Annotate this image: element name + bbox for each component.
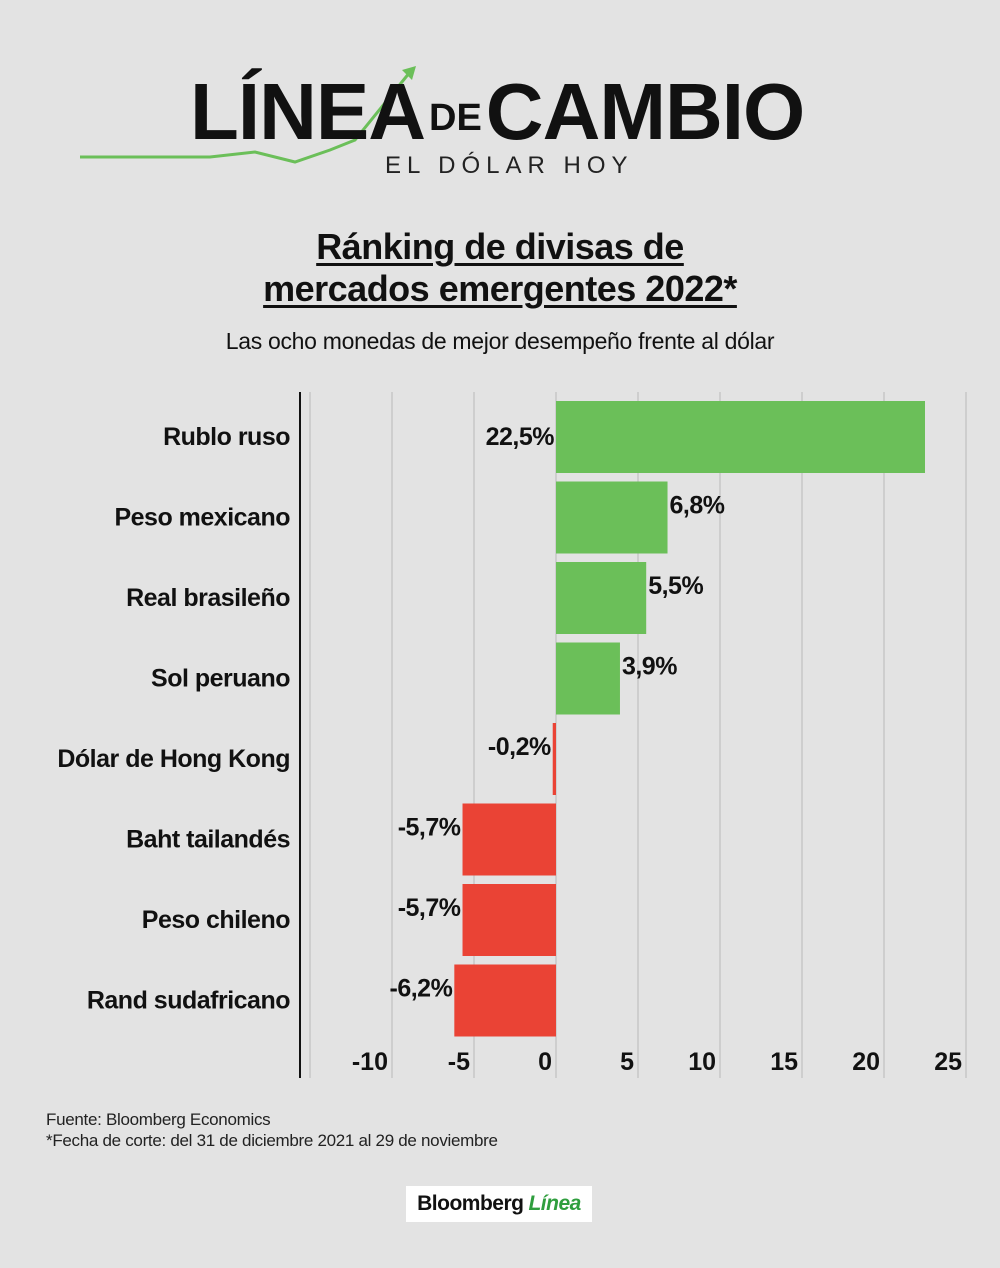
category-label: Rand sudafricano	[87, 987, 290, 1015]
brand-title: LÍNEA DECAMBIO	[190, 72, 805, 152]
x-axis-ticks: -10 -5 0 5 10 15 20 25	[352, 1048, 962, 1076]
x-tick-label: 5	[620, 1048, 634, 1076]
x-tick-label: 25	[934, 1048, 962, 1076]
value-label: -0,2%	[488, 733, 551, 761]
value-label: 6,8%	[670, 492, 725, 520]
bar	[556, 481, 668, 554]
bar	[462, 803, 556, 876]
category-label: Rublo ruso	[163, 423, 290, 451]
category-label: Peso chileno	[142, 906, 290, 934]
logo-name: Bloomberg	[417, 1192, 524, 1215]
brand-subtitle: EL DÓLAR HOY	[385, 152, 634, 179]
x-tick-label: -5	[448, 1048, 470, 1076]
value-label: -5,7%	[398, 894, 461, 922]
bar	[556, 642, 620, 715]
chart-subtitle: Las ocho monedas de mejor desempeño fren…	[225, 328, 775, 354]
x-tick-label: -10	[352, 1048, 388, 1076]
value-label: 3,9%	[622, 653, 677, 681]
chart-title: Ránking de divisas de mercados emergente…	[0, 226, 1000, 310]
bar	[454, 964, 556, 1037]
category-label: Real brasileño	[126, 584, 290, 612]
brand-cambio: CAMBIO	[485, 67, 805, 156]
x-tick-label: 20	[852, 1048, 880, 1076]
bloomberg-linea-logo: Bloomberg Línea	[406, 1186, 592, 1222]
x-tick-label: 15	[770, 1048, 798, 1076]
trend-arrow-icon	[80, 66, 416, 164]
bar-chart: Rublo ruso 22,5% Peso mexicano 6,8% Real bra…	[57, 392, 967, 1078]
value-label: 22,5%	[486, 423, 555, 451]
bars	[454, 401, 925, 1037]
footer-source: Fuente: Bloomberg Economics	[46, 1110, 271, 1129]
category-label: Dólar de Hong Kong	[57, 745, 290, 773]
category-label: Peso mexicano	[114, 504, 290, 532]
x-tick-label: 0	[538, 1048, 552, 1076]
bar	[552, 723, 556, 795]
bar	[462, 884, 556, 956]
bar	[556, 562, 647, 634]
x-tick-label: 10	[688, 1048, 716, 1076]
chart-title-line-2: mercados emergentes 2022*	[263, 268, 737, 309]
footer-note: *Fecha de corte: del 31 de diciembre 202…	[46, 1131, 498, 1150]
brand-de: DE	[429, 96, 482, 139]
brand-linea: LÍNEA	[190, 67, 426, 156]
value-label: -5,7%	[398, 814, 461, 842]
logo-accent: Línea	[528, 1192, 581, 1215]
value-label: 5,5%	[648, 572, 703, 600]
bar	[556, 401, 925, 473]
category-label: Baht tailandés	[126, 826, 290, 854]
header-logo: LÍNEA DECAMBIO EL DÓLAR HOY	[0, 0, 1000, 200]
labels: Rublo ruso 22,5% Peso mexicano 6,8% Real bra…	[57, 423, 725, 1015]
chart-title-line-1: Ránking de divisas de	[316, 226, 684, 267]
value-label: -6,2%	[390, 975, 453, 1003]
category-label: Sol peruano	[151, 665, 290, 693]
